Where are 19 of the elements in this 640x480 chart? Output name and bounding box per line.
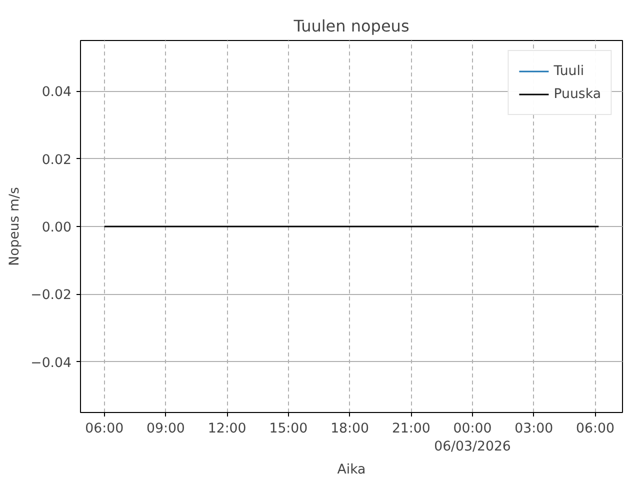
x-tick-label: 09:00 [146,422,185,436]
x-tick-label: 06:00 [576,422,614,436]
y-tick-label: 0.02 [42,152,72,168]
x-tick-label: 21:00 [392,422,430,436]
y-axis-title: Nopeus m/s [8,187,23,266]
x-tick-label: 12:00 [208,422,246,436]
x-tick-label: 18:00 [330,422,370,436]
x-tick-label: 00:00 06/03/2026 [434,422,511,454]
x-tick-label: 03:00 [514,422,554,436]
y-tick-label: 0.00 [42,220,72,236]
x-tick-label: 15:00 [269,422,308,436]
y-tick-label: −0.04 [30,356,72,371]
x-axis-title: Aika [337,462,366,478]
legend-label: Puuska [554,86,601,102]
y-tick-label: 0.04 [42,85,72,100]
x-tick-label: 06:00 [85,422,124,436]
y-tick-label: −0.02 [30,288,72,304]
chart-title: Tuulen nopeus [292,16,410,36]
legend-label: Tuuli [554,64,584,78]
